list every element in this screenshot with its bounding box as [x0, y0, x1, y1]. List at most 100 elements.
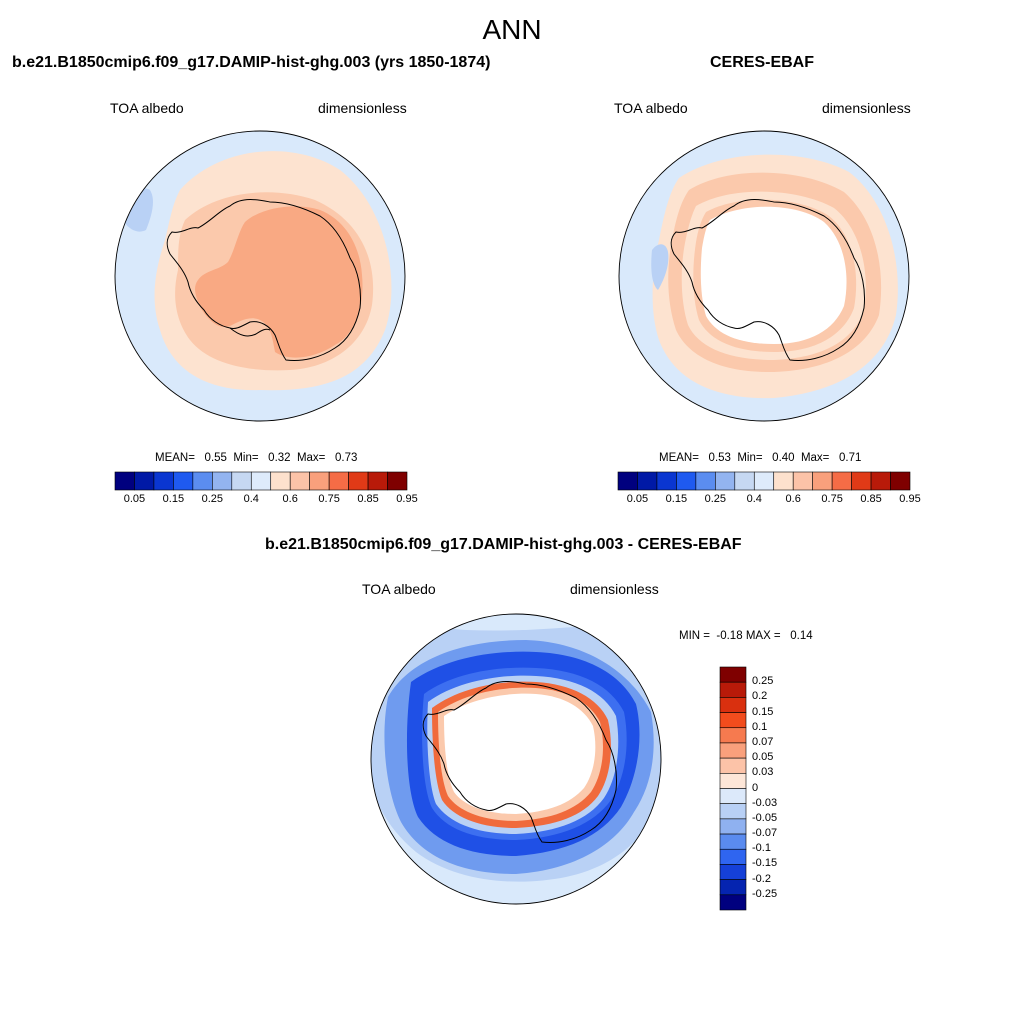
- panel-3-colorbar-tick-label: 0.25: [752, 675, 774, 688]
- panel-3-colorbar-swatch: [719, 894, 747, 911]
- panel-2-colorbar-swatch: [617, 471, 638, 491]
- panel-3-colorbar-tick-label: -0.05: [752, 811, 778, 824]
- panel-1-colorbar-swatch: [289, 471, 310, 491]
- panel-2-colorbar-swatch: [656, 471, 677, 491]
- panel-3-colorbar-tick-label: -0.15: [752, 857, 778, 870]
- panel-1-variable-label: TOA albedo: [110, 100, 184, 116]
- panel-1-colorbar-swatch: [134, 471, 155, 491]
- panel-2-colorbar-tick-label: 0.75: [821, 493, 843, 505]
- panel-3-colorbar-tick-label: 0.07: [752, 735, 774, 748]
- panel-2-colorbar-swatch: [870, 471, 891, 491]
- panel-3-colorbar-tick-label: 0: [752, 781, 759, 794]
- panel-1-colorbar: [114, 471, 408, 491]
- panel-3-colorbar-swatch: [719, 697, 747, 713]
- panel-2-map: [618, 130, 910, 422]
- panel-3-map: [370, 613, 662, 905]
- panel-2-colorbar: [617, 471, 911, 491]
- panel-1-colorbar-swatch: [250, 471, 272, 491]
- panel-3-colorbar-tick-label: -0.07: [752, 827, 778, 840]
- panel-3-colorbar-tick-label: 0.15: [752, 705, 774, 718]
- panel-3-map-border: [370, 613, 662, 905]
- panel-1-colorbar-swatch: [387, 471, 408, 491]
- panel-1-colorbar-tick-label: 0.05: [123, 493, 146, 505]
- panel-2-colorbar-tick-label: 0.05: [626, 493, 649, 505]
- panel-2-colorbar-tick-label: 0.6: [785, 493, 801, 505]
- panel-2-antarctica-coastline: [670, 199, 865, 361]
- panel-2-colorbar-swatch: [637, 471, 658, 491]
- panel-3-antarctica-coastline: [422, 681, 617, 843]
- panel-3-colorbar-swatch: [719, 773, 747, 789]
- panel-3-colorbar-swatch: [719, 757, 747, 774]
- panel-3-colorbar-tick-label: 0.2: [752, 690, 768, 703]
- panel-1-colorbar-tick-label: 0.95: [396, 493, 418, 505]
- panel-1-colorbar-swatch: [231, 471, 252, 491]
- panel-1-colorbar-swatch: [153, 471, 174, 491]
- panel-3-inner-white-region: [444, 693, 596, 814]
- panel-2-title: CERES-EBAF: [710, 54, 815, 71]
- panel-2-colorbar-tick-label: 0.25: [704, 493, 727, 505]
- panel-3-colorbar: [719, 666, 747, 911]
- panel-3-colorbar-tick-label: -0.25: [752, 887, 778, 900]
- panel-1-colorbar-swatch: [114, 471, 135, 491]
- panel-3-stats: MIN = -0.18 MAX = 0.14: [679, 630, 813, 642]
- panel-1-stats: MEAN= 0.55 Min= 0.32 Max= 0.73: [155, 452, 358, 464]
- panel-3-variable-label: TOA albedo: [362, 581, 436, 597]
- panel-1-colorbar-swatch: [309, 471, 330, 491]
- panel-1-title: b.e21.B1850cmip6.f09_g17.DAMIP-hist-ghg.…: [12, 54, 491, 71]
- panel-1-colorbar-tick-label: 0.15: [162, 493, 185, 505]
- panel-2-colorbar-swatch: [695, 471, 716, 491]
- panel-1-colorbar-swatch: [212, 471, 233, 491]
- panel-2-colorbar-swatch: [831, 471, 852, 491]
- panel-1-colorbar-tick-label: 0.75: [318, 493, 340, 505]
- panel-3-colorbar-tick-label: -0.2: [752, 872, 771, 885]
- panel-2-colorbar-tick-label: 0.4: [746, 493, 762, 505]
- panel-3-colorbar-swatch: [719, 681, 747, 698]
- panel-2-colorbar-swatch: [851, 471, 872, 491]
- panel-1-units-label: dimensionless: [318, 100, 407, 116]
- panel-2-colorbar-tick-label: 0.15: [665, 493, 688, 505]
- panel-2-colorbar-labels: 0.05 0.15 0.25 0.4 0.6 0.75 0.85 0.95: [618, 493, 921, 509]
- panel-3-units-label: dimensionless: [570, 581, 659, 597]
- panel-1-colorbar-swatch: [348, 471, 369, 491]
- panel-3-colorbar-swatch: [719, 727, 747, 744]
- panel-1-colorbar-swatch: [270, 471, 291, 491]
- panel-1-map-border: [114, 130, 406, 422]
- panel-2-missing-data-region: [700, 206, 847, 344]
- panel-3-colorbar-swatch: [719, 879, 747, 896]
- panel-1-colorbar-tick-label: 0.6: [282, 493, 298, 505]
- panel-3-colorbar-swatch: [719, 712, 747, 729]
- panel-3-colorbar-tick-label: 0.03: [752, 766, 774, 779]
- panel-3-colorbar-swatch: [719, 848, 747, 865]
- panel-3-colorbar-swatch: [719, 803, 747, 820]
- main-title: ANN: [482, 14, 542, 45]
- panel-3-colorbar-swatch: [719, 864, 747, 880]
- panel-2-colorbar-swatch: [715, 471, 736, 491]
- panel-3-colorbar-swatch: [719, 788, 747, 804]
- panel-3-outer-light-ocean: [371, 762, 661, 904]
- panel-2-colorbar-swatch: [676, 471, 697, 491]
- panel-1-colorbar-tick-label: 0.85: [357, 493, 379, 505]
- panel-3-colorbar-tick-label: -0.1: [752, 842, 771, 855]
- panel-1-colorbar-swatch: [328, 471, 349, 491]
- panel-2-stats: MEAN= 0.53 Min= 0.40 Max= 0.71: [659, 452, 862, 464]
- panel-3-colorbar-swatch: [719, 818, 747, 835]
- panel-2-colorbar-swatch: [792, 471, 813, 491]
- panel-3-colorbar-labels: 0.25 0.2 0.15 0.1 0.07 0.05 0.03 0 -0.03 -0.05 -0.…: [752, 667, 812, 910]
- panel-1-colorbar-tick-label: 0.4: [243, 493, 259, 505]
- panel-2-units-label: dimensionless: [822, 100, 911, 116]
- panel-1-colorbar-swatch: [173, 471, 194, 491]
- panel-3-colorbar-swatch: [719, 833, 747, 850]
- panel-2-blue-patch: [651, 244, 669, 290]
- panel-3-colorbar-tick-label: 0.05: [752, 751, 774, 764]
- panel-3-colorbar-tick-label: 0.1: [752, 720, 768, 733]
- panel-1-antarctica-shading: [195, 206, 363, 358]
- panel-1-colorbar-tick-label: 0.25: [201, 493, 224, 505]
- panel-1-antarctica-coastline: [166, 199, 361, 361]
- panel-2-colorbar-swatch: [812, 471, 833, 491]
- panel-2-colorbar-swatch: [753, 471, 775, 491]
- panel-3-colorbar-swatch: [719, 666, 747, 683]
- panel-2-colorbar-swatch: [890, 471, 911, 491]
- panel-3-title: b.e21.B1850cmip6.f09_g17.DAMIP-hist-ghg.…: [265, 536, 742, 553]
- panel-1-colorbar-labels: 0.05 0.15 0.25 0.4 0.6 0.75 0.85 0.95: [115, 493, 418, 509]
- panel-1-colorbar-swatch: [367, 471, 388, 491]
